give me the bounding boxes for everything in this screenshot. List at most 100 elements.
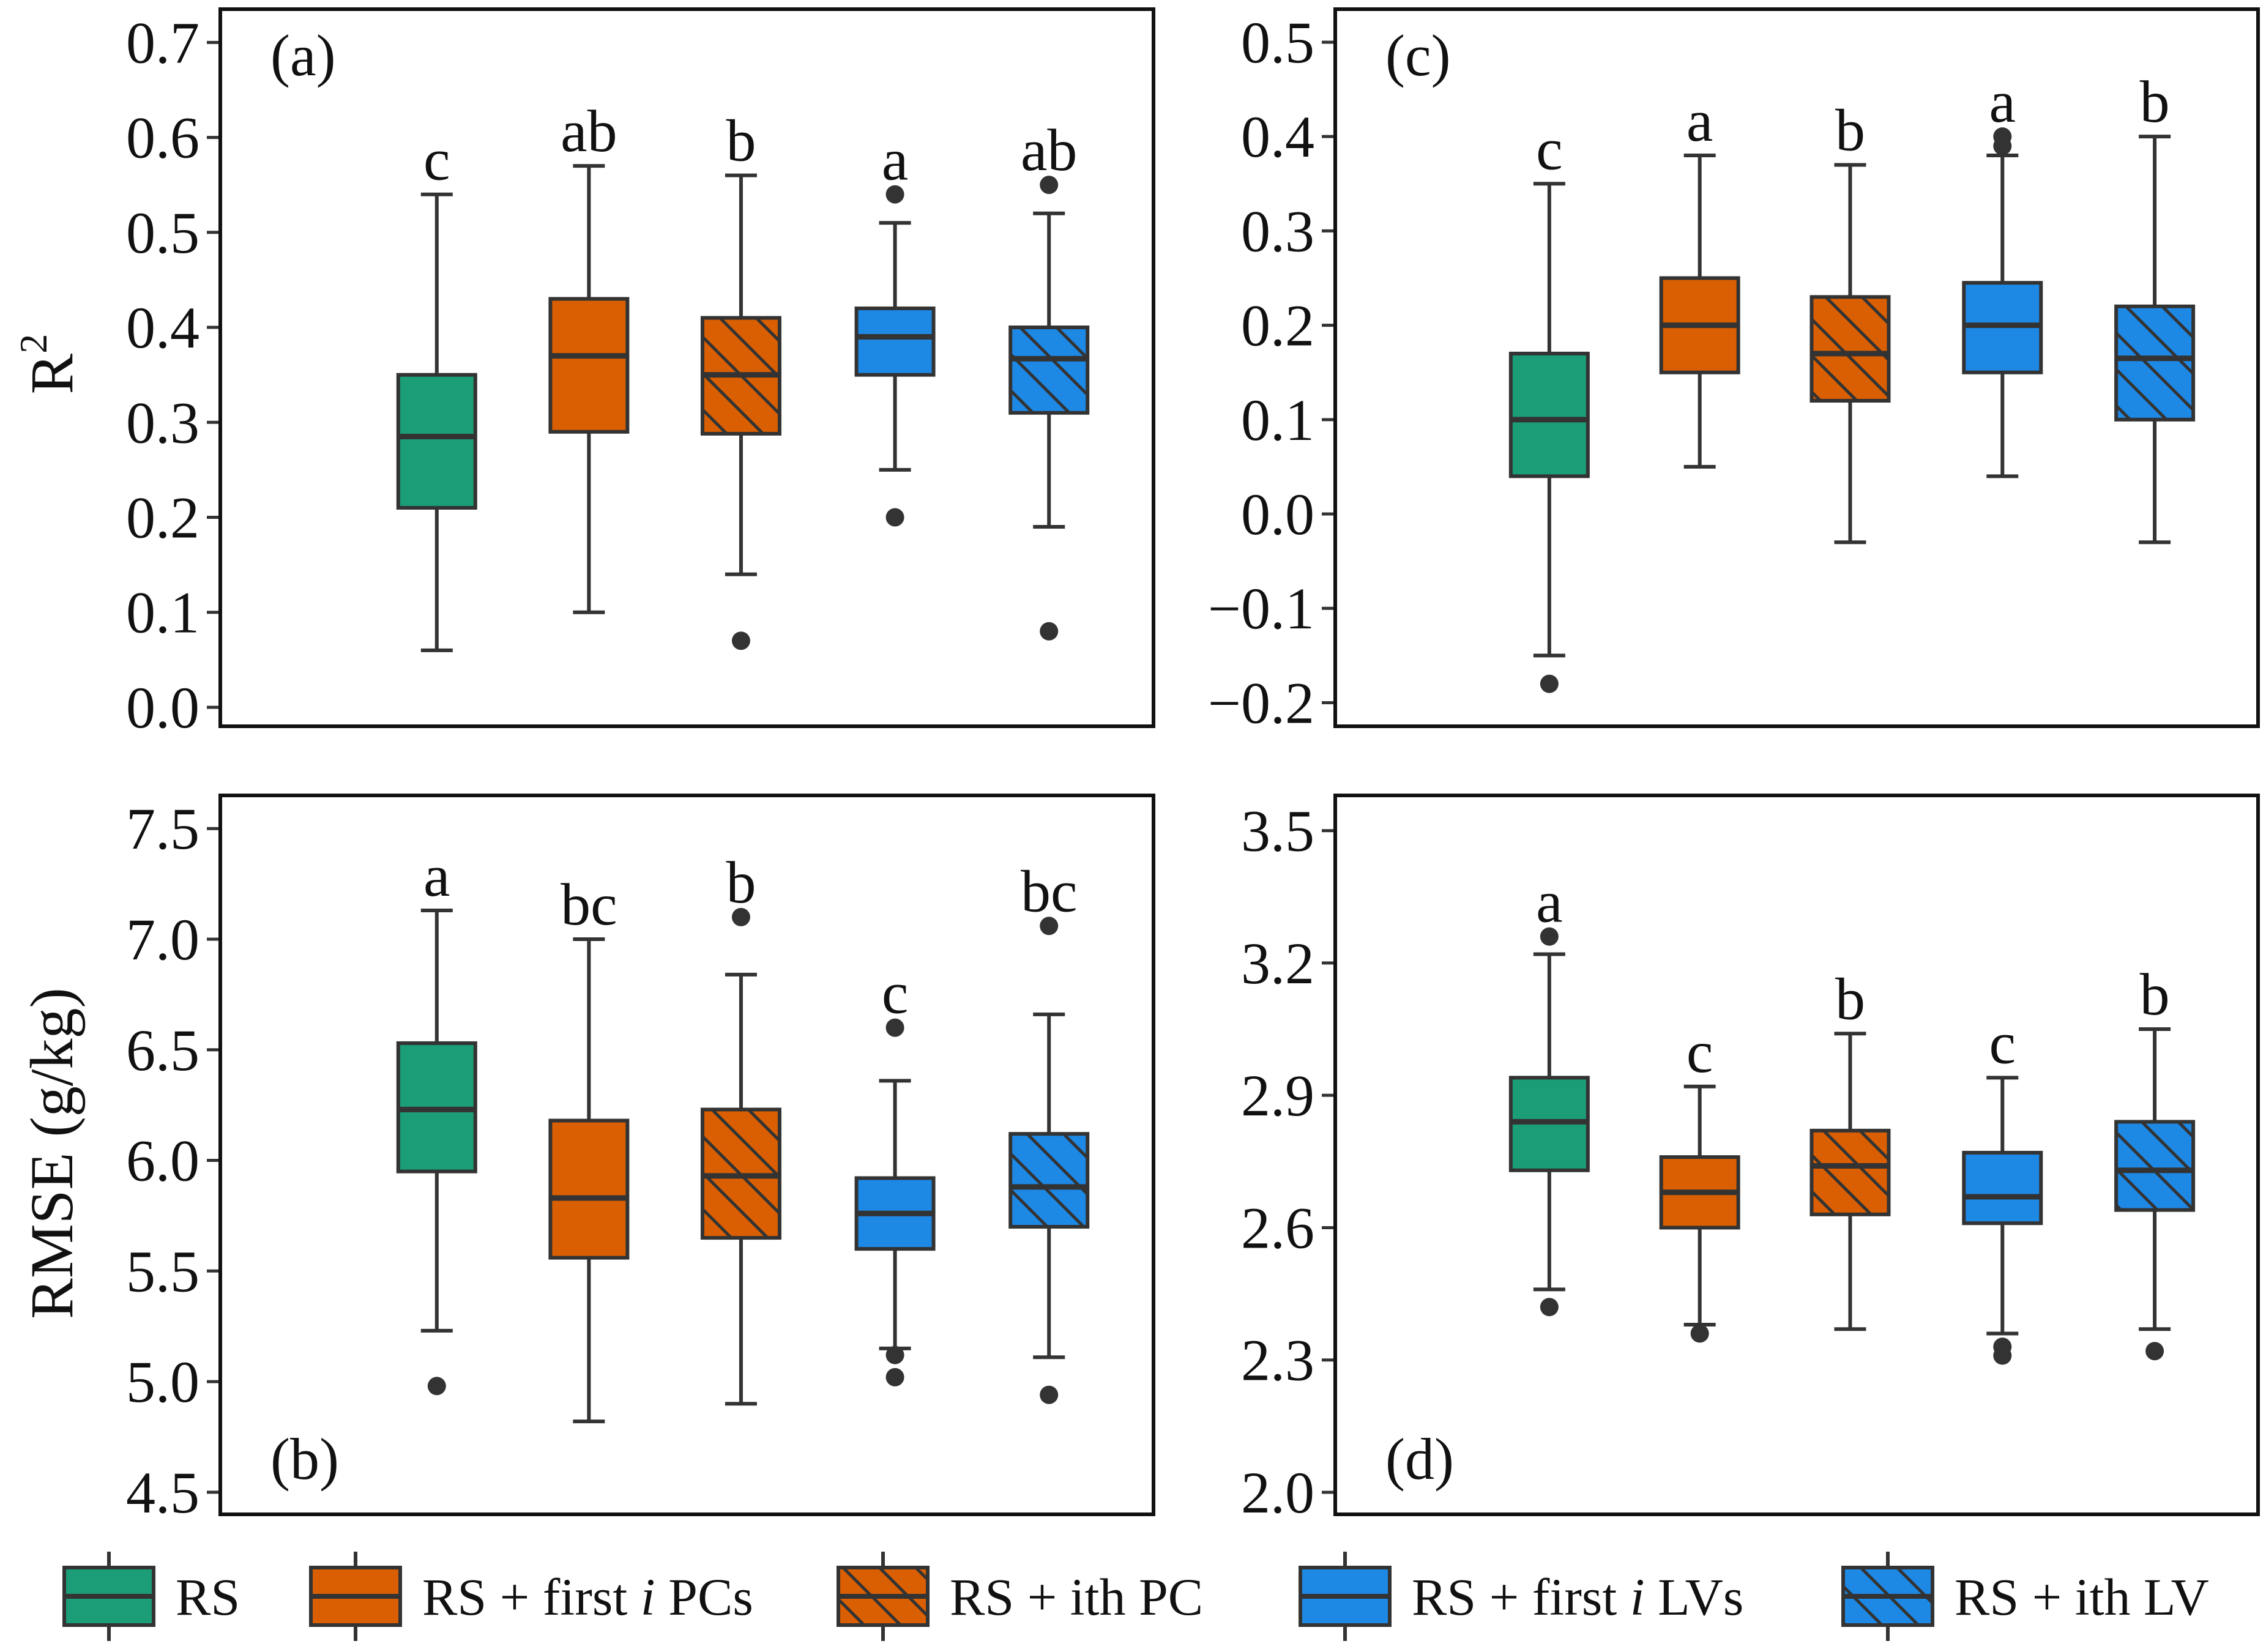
y-tick-label: 0.4: [126, 295, 199, 360]
panel-label: (b): [270, 1426, 339, 1492]
y-tick-label: 0.3: [1241, 198, 1314, 264]
box-body: [854, 306, 936, 377]
plot-frame: [218, 7, 1155, 728]
box-d-1: c: [1659, 1019, 1740, 1343]
y-tick-label: 0.2: [1241, 293, 1314, 359]
y-tick-label: 0.2: [126, 485, 199, 550]
y-tick-label: 2.3: [1241, 1328, 1314, 1393]
superscript-2: 2: [12, 334, 55, 354]
box-c-0: c: [1508, 116, 1590, 693]
box-a-1: ab: [548, 99, 630, 614]
panel-d: 2.0 2.3 2.6 2.9 3.2 3.5 (d) a c b c b: [1241, 794, 2260, 1525]
significance-letter: a: [1536, 869, 1563, 936]
significance-letter: b: [2140, 69, 2170, 135]
y-tick-label: −0.2: [1208, 670, 1314, 735]
box-d-3: c: [1962, 1010, 2043, 1365]
legend-item-4: RS + ith LV: [1841, 1552, 2209, 1641]
box-d-0: a: [1508, 869, 1590, 1317]
box-body: [2114, 304, 2196, 422]
y-tick-label: 0.4: [1241, 104, 1314, 169]
significance-letter: ab: [561, 99, 617, 165]
y-tick-label: −0.1: [1208, 576, 1314, 641]
legend-label: RS + first i PCs: [422, 1568, 753, 1626]
box-c-2: b: [1809, 97, 1891, 545]
outlier-point: [1993, 127, 2012, 146]
panel-label: (c): [1385, 23, 1451, 88]
legend-item-3: RS + first i LVs: [1299, 1552, 1743, 1641]
significance-letter: b: [1835, 97, 1865, 163]
y-tick-label: 5.0: [126, 1349, 199, 1415]
outlier-point: [731, 907, 750, 926]
panel-label: (d): [1385, 1426, 1454, 1492]
significance-letter: a: [423, 843, 450, 909]
box-c-3: a: [1962, 69, 2043, 478]
legend-item-0: RS: [62, 1552, 240, 1641]
outlier-point: [885, 1345, 904, 1364]
legend: RS RS + first i PCs RS + ith PC RS + first …: [62, 1552, 2209, 1641]
y-axis-title-rmse: RMSE (g/kg): [18, 988, 86, 1319]
y-tick-label: 0.0: [1241, 482, 1314, 547]
box-body: [548, 1118, 630, 1260]
outlier-point: [731, 631, 750, 650]
plot-frame: [1333, 794, 2260, 1516]
box-body: [548, 297, 630, 434]
y-tick-label: 2.9: [1241, 1063, 1314, 1128]
panel-a: 0.0 0.1 0.2 0.3 0.4 0.5 0.6 0.7 (a) c ab b a ab: [126, 7, 1155, 740]
box-a-0: c: [396, 127, 477, 652]
significance-letter: a: [1989, 69, 2016, 135]
y-tick-label: 2.6: [1241, 1195, 1314, 1260]
legend-item-2: RS + ith PC: [837, 1552, 1203, 1641]
y-tick-label: 7.5: [126, 796, 199, 861]
plot-frame: [218, 794, 1155, 1516]
significance-letter: ab: [1021, 117, 1078, 184]
y-tick-label: 0.3: [126, 390, 199, 455]
outlier-point: [2145, 1342, 2164, 1361]
outlier-point: [885, 1367, 904, 1386]
significance-letter: a: [1686, 88, 1713, 154]
legend-item-1: RS + first i PCs: [309, 1552, 753, 1641]
legend-label: RS + ith PC: [950, 1568, 1203, 1626]
y-tick-label: 0.6: [126, 105, 199, 171]
significance-letter: c: [882, 961, 909, 1027]
outlier-point: [1040, 176, 1059, 195]
y-tick-label: 0.0: [126, 675, 199, 740]
outlier-point: [1040, 917, 1059, 936]
y-tick-label: 6.5: [126, 1018, 199, 1083]
outlier-point: [885, 508, 904, 527]
outlier-point: [1690, 1324, 1709, 1343]
y-tick-label: 0.5: [1241, 10, 1314, 75]
plot-frame: [1333, 7, 2260, 728]
y-tick-label: 3.2: [1241, 931, 1314, 996]
y-axis-title-r2: R2: [12, 334, 86, 395]
significance-letter: c: [1686, 1019, 1713, 1085]
box-body: [1809, 295, 1891, 403]
outlier-point: [885, 1018, 904, 1037]
legend-label: RS: [176, 1568, 240, 1626]
box-body: [1508, 351, 1590, 478]
y-tick-label: 6.0: [126, 1128, 199, 1194]
panels: 0.00.10.20.30.40.50.60.7 (a)c ab b a ab−0.2−0…: [126, 7, 2260, 1525]
significance-letter: bc: [561, 872, 617, 938]
outlier-point: [1993, 1338, 2012, 1356]
y-tick-label: 3.5: [1241, 798, 1314, 864]
box-a-4: ab: [1008, 117, 1090, 641]
outlier-point: [1040, 622, 1059, 641]
box-c-1: a: [1659, 88, 1740, 469]
box-b-3: c: [854, 961, 936, 1386]
box-d-4: b: [2114, 962, 2196, 1361]
box-a-3: a: [854, 127, 936, 527]
y-tick-label: 0.1: [126, 580, 199, 646]
outlier-point: [1540, 1298, 1559, 1317]
outlier-point: [427, 1377, 446, 1396]
box-body: [1008, 1132, 1090, 1229]
significance-letter: a: [882, 127, 909, 193]
y-tick-label: 4.5: [126, 1460, 199, 1525]
legend-label: RS + ith LV: [1955, 1568, 2209, 1626]
y-tick-label: 5.5: [126, 1238, 199, 1304]
significance-letter: c: [1536, 116, 1563, 182]
panel-label: (a): [270, 23, 336, 88]
significance-letter: c: [1989, 1010, 2016, 1076]
y-tick-label: 0.5: [126, 200, 199, 266]
